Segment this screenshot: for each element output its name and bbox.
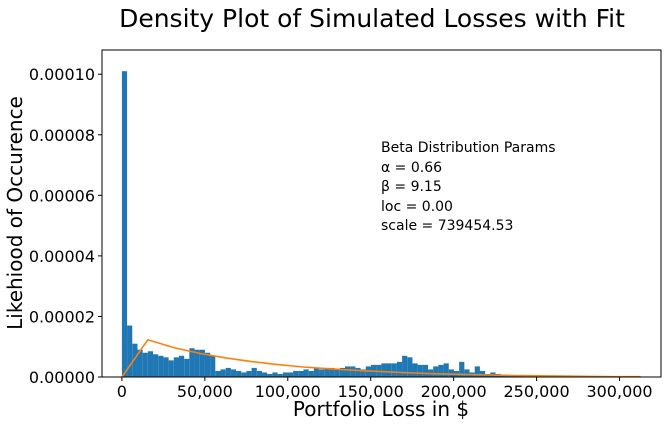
histogram-bar — [402, 355, 408, 377]
histogram-bar — [246, 370, 252, 377]
histogram-bar — [137, 349, 143, 377]
histogram-bar — [505, 375, 512, 377]
histogram-bar — [287, 372, 294, 377]
histogram-bar — [153, 354, 159, 377]
x-axis-ticks: 0 50,000 100,000 150,000 200,000 250,000 300,0… — [117, 377, 653, 401]
histogram-bar — [479, 370, 486, 377]
histogram-bar — [184, 358, 190, 377]
histogram-bar — [241, 372, 247, 377]
y-tick-label: 0.00000 — [29, 368, 95, 387]
histogram-bar — [282, 372, 288, 377]
annotation-line: loc = 0.00 — [381, 199, 453, 215]
histogram-bar — [230, 369, 237, 377]
histogram-bar — [474, 366, 480, 377]
histogram-bar — [438, 364, 444, 377]
histogram-bar — [215, 370, 221, 377]
y-tick-label: 0.00006 — [29, 186, 95, 205]
histogram-bar — [308, 370, 314, 377]
plot-frame — [101, 49, 662, 378]
histogram-bar — [147, 351, 154, 377]
histogram-bar — [251, 367, 257, 377]
histogram-bar — [163, 357, 169, 377]
y-tick-label: 0.00004 — [29, 247, 95, 266]
histogram-bar — [204, 352, 211, 377]
annotation-line: β = 9.15 — [381, 179, 442, 195]
histogram-bar — [199, 349, 205, 377]
histogram-bar — [168, 360, 174, 377]
histogram-bars — [121, 71, 641, 377]
histogram-bar — [236, 370, 242, 377]
y-tick-label: 0.00010 — [29, 65, 95, 84]
histogram-bar — [256, 370, 262, 377]
histogram-bar — [417, 364, 423, 377]
x-axis-label: Portfolio Loss in $ — [293, 397, 469, 421]
histogram-bar — [158, 355, 164, 377]
annotation-line: Beta Distribution Params — [381, 140, 556, 156]
y-axis-label: Likehiood of Occurence — [3, 96, 27, 330]
histogram-bar — [313, 367, 320, 377]
histogram-bar — [381, 363, 387, 377]
annotation-line: scale = 739454.53 — [381, 218, 513, 234]
beta-fit-line — [121, 338, 641, 378]
histogram-bar — [386, 363, 392, 377]
histogram-bar — [345, 366, 351, 377]
histogram-bar — [261, 372, 268, 377]
histogram-bar — [272, 372, 278, 377]
histogram-bar — [142, 352, 148, 377]
histogram-bar — [121, 71, 128, 377]
x-tick-label: 300,000 — [586, 382, 652, 401]
histogram-bar — [194, 349, 200, 377]
histogram-bar — [293, 370, 299, 377]
x-tick-label: 50,000 — [177, 382, 233, 401]
beta-params-annotation: Beta Distribution Params α = 0.66 β = 9.… — [381, 140, 556, 234]
histogram-bar — [189, 348, 195, 377]
histogram-bar — [178, 355, 185, 377]
histogram-bar — [412, 363, 418, 377]
histogram-bar — [350, 366, 356, 377]
x-tick-label: 200,000 — [421, 382, 487, 401]
histogram-bar — [210, 355, 216, 377]
histogram-bar — [303, 369, 309, 377]
histogram-bar — [298, 370, 304, 377]
histogram-bar — [267, 373, 273, 377]
y-axis-ticks: 0.00000 0.00002 0.00004 0.00006 0.00008 0.000… — [29, 65, 102, 387]
histogram-bar — [339, 367, 346, 377]
histogram-bar — [443, 363, 449, 377]
histogram-bar — [433, 366, 439, 377]
x-tick-label: 0 — [117, 382, 127, 401]
histogram-bar — [396, 361, 403, 377]
histogram-bar — [319, 369, 325, 377]
histogram-bar — [464, 369, 470, 377]
x-tick-label: 100,000 — [255, 382, 321, 401]
histogram-bar — [132, 343, 138, 377]
histogram-bar — [127, 325, 133, 377]
histogram-bar — [355, 367, 361, 377]
histogram-bar — [334, 369, 340, 377]
x-tick-label: 150,000 — [338, 382, 404, 401]
histogram-bar — [459, 361, 465, 377]
y-tick-label: 0.00008 — [29, 126, 95, 145]
histogram-bar — [324, 367, 330, 377]
annotation-line: α = 0.66 — [381, 160, 442, 176]
histogram-bar — [422, 364, 429, 377]
histogram-bar — [277, 373, 283, 377]
histogram-bar — [329, 367, 335, 377]
chart-title: Density Plot of Simulated Losses with Fi… — [119, 4, 625, 33]
histogram-bar — [391, 363, 397, 377]
plot-area — [101, 49, 662, 378]
histogram-bar — [448, 369, 454, 377]
histogram-bar — [360, 369, 366, 377]
histogram-bar — [407, 357, 413, 377]
y-tick-label: 0.00002 — [29, 307, 95, 326]
histogram-bar — [220, 369, 226, 377]
histogram-bar — [173, 357, 179, 377]
histogram-bar — [500, 375, 506, 377]
histogram-bar — [225, 367, 231, 377]
x-tick-label: 250,000 — [504, 382, 570, 401]
